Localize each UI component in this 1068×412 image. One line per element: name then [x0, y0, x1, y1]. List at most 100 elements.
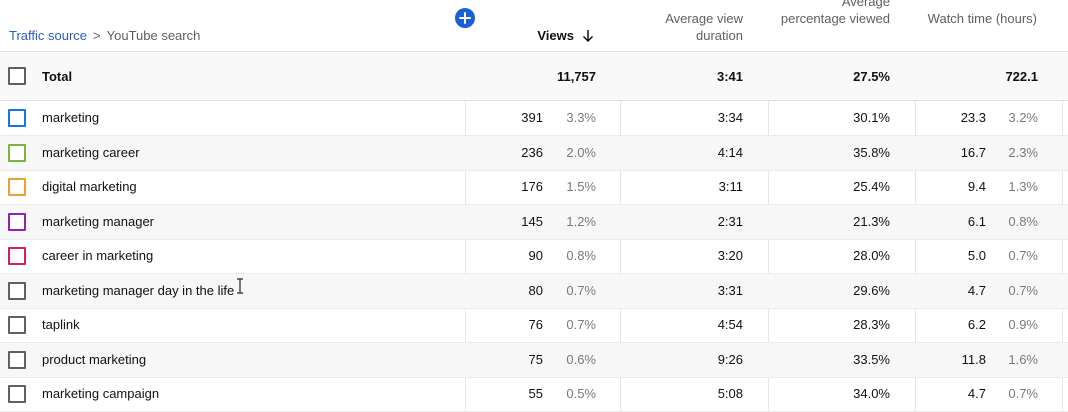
table-row[interactable]: marketing manager day in the life 80 0.7% 3… — [0, 273, 1068, 309]
row-watch-time: 5.0 — [967, 248, 986, 263]
row-watch-time-percent: 1.6% — [1008, 351, 1038, 367]
row-keyword: taplink — [42, 317, 80, 332]
row-watch-time-percent: 0.8% — [1008, 213, 1038, 229]
table-row[interactable]: marketing 391 3.3% 3:34 30.1% 23.3 3.2% — [0, 101, 1068, 136]
table-row[interactable]: career in marketing 90 0.8% 3:20 28.0% 5.0 0.7… — [0, 239, 1068, 274]
row-watch-time-percent: 2.3% — [1008, 144, 1038, 160]
row-checkbox[interactable] — [8, 316, 26, 334]
row-views-percent: 0.7% — [566, 282, 596, 298]
row-checkbox[interactable] — [8, 143, 26, 162]
row-avg-pct-viewed: 28.3% — [853, 317, 890, 332]
row-views-percent: 2.0% — [566, 144, 596, 160]
row-views: 75 — [528, 351, 543, 367]
row-watch-time-percent: 0.7% — [1008, 282, 1038, 298]
total-watch-time: 722.1 — [1005, 69, 1038, 84]
table-header: Traffic source > YouTube search Views Av… — [0, 0, 1068, 52]
table-row[interactable]: product marketing 75 0.6% 9:26 33.5% 11.8 1.6% — [0, 342, 1068, 378]
row-avg-pct-viewed: 34.0% — [853, 386, 890, 401]
row-views-percent: 3.3% — [566, 110, 596, 125]
row-avg-pct-viewed: 25.4% — [853, 179, 890, 194]
add-column-button[interactable] — [455, 8, 475, 28]
row-keyword: product marketing — [42, 351, 147, 367]
row-watch-time: 16.7 — [960, 144, 986, 160]
breadcrumb-current: YouTube search — [106, 28, 201, 43]
total-checkbox[interactable] — [8, 67, 26, 85]
row-views: 145 — [521, 213, 543, 229]
row-views-percent: 0.6% — [566, 351, 596, 367]
row-watch-time: 4.7 — [967, 282, 986, 298]
row-views: 236 — [521, 144, 543, 160]
column-header-watch-time[interactable]: Watch time (hours) — [927, 11, 1037, 26]
row-avg-view-duration: 4:14 — [717, 144, 743, 160]
row-avg-pct-viewed: 35.8% — [853, 144, 890, 160]
arrow-down-icon — [582, 30, 594, 43]
row-views: 90 — [528, 248, 543, 263]
row-views-percent: 0.7% — [566, 317, 596, 332]
row-keyword: digital marketing — [42, 179, 137, 194]
row-keyword: marketing career — [42, 144, 140, 160]
row-views-percent: 1.5% — [566, 179, 596, 194]
table-row[interactable]: digital marketing 176 1.5% 3:11 25.4% 9.4 1.3% — [0, 170, 1068, 205]
row-avg-view-duration: 3:34 — [717, 110, 743, 125]
breadcrumb-separator: > — [93, 28, 101, 43]
row-views: 55 — [528, 386, 543, 401]
column-header-avg-pct-viewed[interactable]: Average percentage viewed — [780, 0, 890, 26]
row-avg-pct-viewed: 30.1% — [853, 110, 890, 125]
row-avg-pct-viewed: 28.0% — [853, 248, 890, 263]
row-keyword: marketing manager day in the life — [42, 282, 235, 298]
row-checkbox[interactable] — [8, 247, 26, 265]
row-watch-time: 6.1 — [967, 213, 986, 229]
total-label: Total — [42, 69, 73, 84]
row-avg-view-duration: 3:20 — [717, 248, 743, 263]
row-avg-view-duration: 3:31 — [717, 282, 743, 298]
row-watch-time-percent: 0.7% — [1008, 386, 1038, 401]
row-views: 76 — [528, 317, 543, 332]
row-avg-view-duration: 4:54 — [717, 317, 743, 332]
row-views-percent: 0.8% — [566, 248, 596, 263]
row-watch-time: 23.3 — [960, 110, 986, 125]
breadcrumb-traffic-source-link[interactable]: Traffic source — [9, 28, 88, 43]
row-checkbox[interactable] — [8, 281, 26, 300]
row-views: 391 — [521, 110, 543, 125]
breadcrumb: Traffic source > YouTube search — [9, 28, 200, 43]
row-keyword: marketing manager — [42, 213, 154, 229]
column-header-avg-view-duration[interactable]: Average view duration — [665, 11, 743, 43]
row-views: 176 — [521, 179, 543, 194]
row-keyword: career in marketing — [42, 248, 154, 263]
row-checkbox[interactable] — [8, 178, 26, 196]
row-avg-pct-viewed: 33.5% — [853, 351, 890, 367]
total-views: 11,757 — [556, 69, 596, 84]
row-views-percent: 0.5% — [566, 386, 596, 401]
row-avg-view-duration: 5:08 — [717, 386, 743, 401]
row-avg-pct-viewed: 29.6% — [853, 282, 890, 298]
column-header-views[interactable]: Views — [480, 28, 594, 45]
row-watch-time: 4.7 — [967, 386, 986, 401]
total-row: Total 11,757 3:41 27.5% 722.1 — [0, 52, 1068, 101]
row-checkbox[interactable] — [8, 385, 26, 403]
row-views: 80 — [528, 282, 543, 298]
table-row[interactable]: marketing manager 145 1.2% 2:31 21.3% 6.1 0.8% — [0, 204, 1068, 240]
row-keyword: marketing — [42, 110, 100, 125]
row-watch-time: 9.4 — [967, 179, 986, 194]
row-checkbox[interactable] — [8, 109, 26, 127]
row-watch-time-percent: 0.7% — [1008, 248, 1038, 263]
total-avg-pct-viewed: 27.5% — [853, 69, 890, 84]
table-row[interactable]: taplink 76 0.7% 4:54 28.3% 6.2 0.9% — [0, 308, 1068, 343]
row-watch-time-percent: 3.2% — [1008, 110, 1038, 125]
plus-icon — [459, 12, 471, 24]
row-avg-view-duration: 3:11 — [718, 179, 743, 194]
table-row[interactable]: marketing career 236 2.0% 4:14 35.8% 16.7 2.3% — [0, 135, 1068, 171]
row-watch-time-percent: 0.9% — [1008, 317, 1038, 332]
row-avg-pct-viewed: 21.3% — [853, 213, 890, 229]
row-checkbox[interactable] — [8, 212, 26, 231]
row-watch-time: 11.8 — [961, 351, 986, 367]
table-row[interactable]: marketing campaign 55 0.5% 5:08 34.0% 4.7 0.7% — [0, 377, 1068, 412]
row-avg-view-duration: 2:31 — [717, 213, 743, 229]
row-checkbox[interactable] — [8, 350, 26, 369]
row-watch-time-percent: 1.3% — [1008, 179, 1038, 194]
row-watch-time: 6.2 — [967, 317, 986, 332]
row-avg-view-duration: 9:26 — [717, 351, 743, 367]
row-keyword: marketing campaign — [42, 386, 160, 401]
views-header-label: Views — [537, 28, 574, 43]
